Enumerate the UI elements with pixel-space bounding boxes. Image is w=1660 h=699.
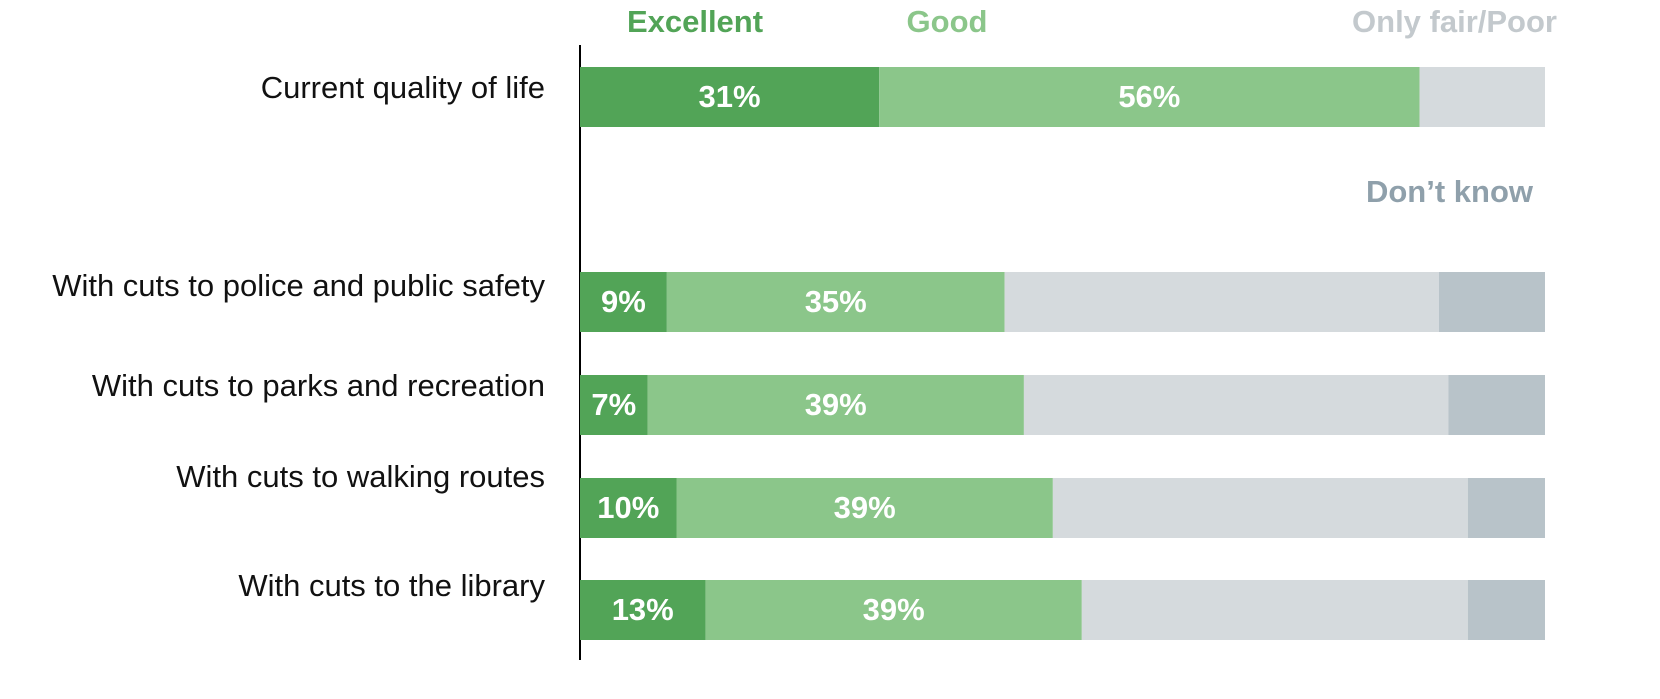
bar-segment [705, 580, 1082, 640]
legend-label: Good [907, 4, 988, 39]
bar-segment [1052, 478, 1468, 538]
category-label: With cuts to police and public safety [52, 268, 545, 303]
bar-segment [676, 478, 1053, 538]
value-label: 39% [805, 387, 867, 422]
bar-segment [666, 272, 1005, 332]
value-label: 39% [834, 490, 896, 525]
value-label: 9% [601, 284, 646, 319]
bar-segment [580, 580, 706, 640]
bar-segment [580, 272, 667, 332]
value-label: 7% [591, 387, 636, 422]
legend-label: Excellent [627, 4, 763, 39]
category-label: Current quality of life [261, 70, 545, 105]
legend-label: Only fair/Poor [1352, 4, 1557, 39]
bar-segment [1438, 272, 1545, 332]
value-label: 13% [612, 592, 674, 627]
bar-segment [580, 478, 677, 538]
value-label: 39% [863, 592, 925, 627]
category-label: With cuts to the library [238, 568, 545, 603]
bar-segment [1023, 375, 1449, 435]
bar-segment [647, 375, 1024, 435]
bar-segment [1448, 375, 1545, 435]
value-label: 31% [699, 79, 761, 114]
bar-segment [1467, 580, 1545, 640]
value-label: 10% [597, 490, 659, 525]
bar-segment [1419, 67, 1545, 127]
bar-segment [1081, 580, 1468, 640]
bar-segment [1467, 478, 1545, 538]
value-label: 56% [1118, 79, 1180, 114]
category-label: With cuts to walking routes [176, 459, 545, 494]
bar-segment [1004, 272, 1439, 332]
value-label: 35% [805, 284, 867, 319]
category-label: With cuts to parks and recreation [92, 368, 545, 403]
legend-label: Don’t know [1366, 174, 1534, 209]
bar-segment [580, 67, 880, 127]
bar-segment [580, 375, 648, 435]
bar-segment [879, 67, 1420, 127]
